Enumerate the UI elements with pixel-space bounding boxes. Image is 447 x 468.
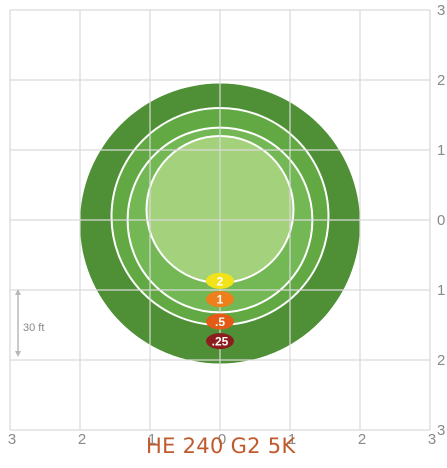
value-badge-shape [206, 313, 234, 330]
scale-bar-label: 30 ft [23, 322, 44, 334]
x-tick-label: 1 [148, 431, 156, 448]
y-tick-label: 0 [437, 212, 445, 229]
value-badge-shape [206, 333, 234, 350]
y-tick-label: 2 [437, 72, 445, 89]
value-badge-shape [206, 291, 234, 308]
y-tick-label: 3 [437, 2, 445, 19]
scale-bar-arrow-up [15, 289, 21, 295]
value-badge-label: 2 [217, 274, 224, 288]
value-badge: 1 [206, 291, 234, 308]
x-tick-label: 3 [428, 431, 436, 448]
model-title: HE 240 G2 5K [146, 434, 296, 458]
x-tick-label: 2 [78, 431, 86, 448]
value-badge: 2 [206, 272, 234, 289]
scale-bar-arrow-down [15, 351, 21, 357]
value-badge-label: 1 [217, 293, 224, 307]
grid [9, 9, 431, 431]
value-badge: .25 [206, 333, 234, 350]
value-badge-label: .5 [215, 315, 225, 329]
x-tick-label: 2 [358, 431, 366, 448]
y-tick-label: 2 [437, 352, 445, 369]
value-badge-shape [206, 272, 234, 289]
value-badge-label: .25 [212, 335, 229, 349]
y-tick-label: 1 [437, 282, 445, 299]
y-tick-label: 1 [437, 142, 445, 159]
scale-bar: 30 ft [15, 289, 44, 357]
y-tick-label: 3 [437, 422, 445, 439]
value-badges: 2 1 .5 .25 [206, 272, 234, 350]
x-tick-label: 1 [288, 431, 296, 448]
x-tick-label: 3 [8, 431, 16, 448]
value-badge: .5 [206, 313, 234, 330]
x-tick-label: 0 [218, 431, 226, 448]
